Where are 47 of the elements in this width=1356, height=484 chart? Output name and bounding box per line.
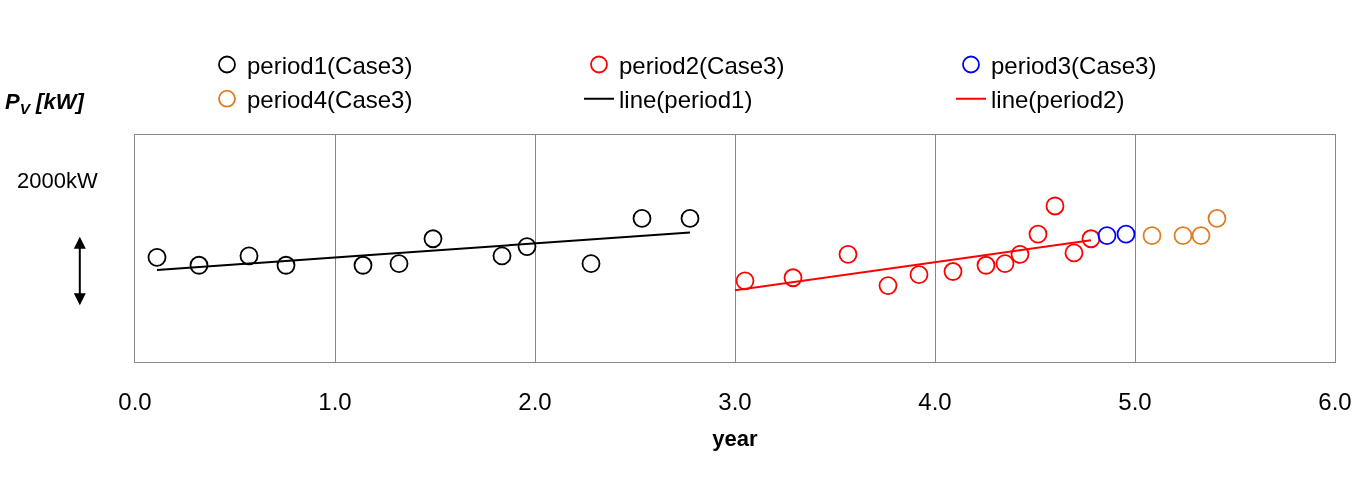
- x-tick-label: 0.0: [118, 387, 152, 415]
- point: [1064, 243, 1084, 263]
- x-tick-label: 1.0: [318, 387, 352, 415]
- point: [189, 255, 209, 275]
- point: [632, 209, 652, 228]
- point: [581, 254, 601, 274]
- point: [735, 271, 755, 291]
- point: [1207, 209, 1227, 228]
- legend-label: line(period1): [619, 86, 753, 114]
- legend-label: period1(Case3): [247, 51, 413, 79]
- point: [1116, 224, 1136, 244]
- point: [680, 209, 700, 228]
- point: [909, 265, 929, 285]
- point: [783, 268, 803, 288]
- x-tick-label: 4.0: [918, 387, 952, 415]
- x-tick-label: 2.0: [518, 387, 552, 415]
- point: [353, 255, 373, 275]
- point: [147, 248, 167, 267]
- x-tick-label: 6.0: [1318, 387, 1352, 415]
- point: [492, 246, 512, 266]
- x-axis-title: year: [712, 425, 759, 451]
- legend-label: period2(Case3): [619, 51, 785, 79]
- legend-label: period3(Case3): [991, 51, 1157, 79]
- point: [1010, 244, 1030, 264]
- point: [1142, 226, 1162, 246]
- point: [1097, 226, 1117, 246]
- point: [878, 276, 898, 295]
- point: [995, 254, 1015, 274]
- point: [423, 229, 443, 249]
- text: 2000kW: [17, 168, 98, 193]
- x-tick-label: 5.0: [1118, 387, 1152, 415]
- point: [943, 262, 963, 281]
- point: [1045, 196, 1065, 216]
- point: [389, 254, 409, 274]
- x-tick-label: 3.0: [718, 387, 752, 415]
- point: [838, 244, 858, 264]
- point: [1173, 226, 1193, 246]
- legend-label: period4(Case3): [247, 86, 413, 114]
- point: [976, 255, 996, 275]
- legend-label: line(period2): [991, 86, 1125, 114]
- text: P$_{V}$ [kW]: [5, 89, 85, 117]
- point: [1191, 226, 1211, 246]
- point: [239, 246, 259, 266]
- point: [276, 255, 296, 275]
- point: [517, 237, 537, 256]
- point: [1081, 229, 1101, 249]
- point: [1028, 224, 1048, 244]
